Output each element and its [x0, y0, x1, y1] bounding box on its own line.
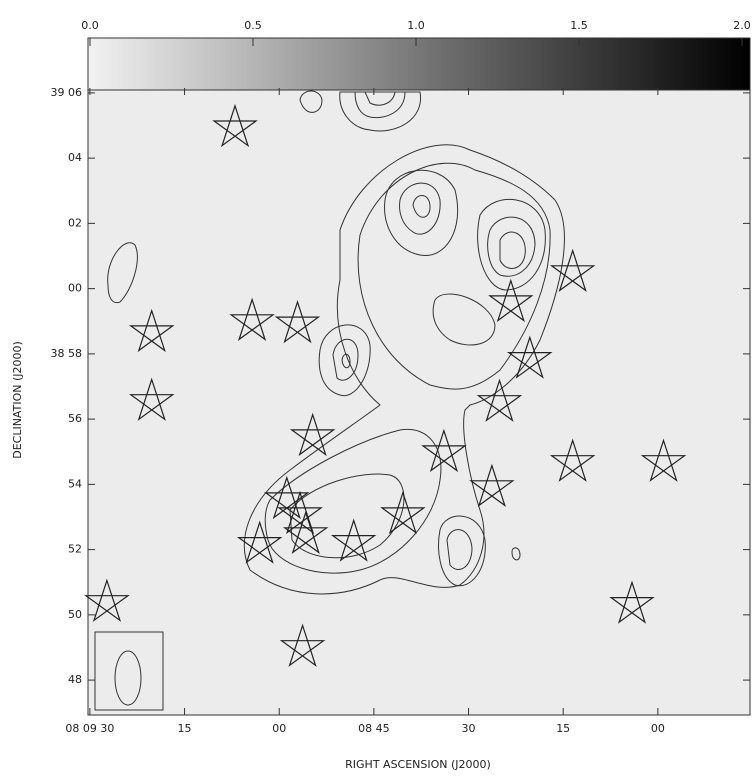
- x-tick-label: 08 45: [358, 722, 390, 735]
- colorbar-tick-label: 1.5: [570, 19, 588, 32]
- colorbar-tick-label: 0.0: [81, 19, 99, 32]
- colorbar-tick-label: 1.0: [407, 19, 425, 32]
- y-tick-label: 52: [68, 543, 82, 556]
- y-tick-label: 48: [68, 673, 82, 686]
- x-tick-label: 15: [178, 722, 192, 735]
- figure: RIGHT ASCENSION (J2000) DECLINATION (J20…: [0, 0, 753, 779]
- colorbar: [88, 38, 750, 90]
- x-tick-label: 30: [462, 722, 476, 735]
- y-tick-label: 02: [68, 216, 82, 229]
- colorbar-tick-label: 0.5: [244, 19, 262, 32]
- x-tick-label: 00: [272, 722, 286, 735]
- y-tick-label: 38 58: [51, 347, 83, 360]
- y-tick-label: 50: [68, 608, 82, 621]
- y-axis-label: DECLINATION (J2000): [11, 341, 24, 459]
- y-tick-label: 39 06: [51, 86, 83, 99]
- x-tick-label: 00: [651, 722, 665, 735]
- colorbar-tick-label: 2.0: [733, 19, 751, 32]
- plot-area: [88, 88, 750, 715]
- x-axis-label: RIGHT ASCENSION (J2000): [345, 758, 491, 771]
- x-tick-label: 15: [556, 722, 570, 735]
- y-tick-label: 00: [68, 282, 82, 295]
- y-tick-label: 54: [68, 477, 82, 490]
- y-tick-label: 56: [68, 412, 82, 425]
- y-tick-label: 04: [68, 151, 82, 164]
- x-tick-label: 08 09 30: [65, 722, 114, 735]
